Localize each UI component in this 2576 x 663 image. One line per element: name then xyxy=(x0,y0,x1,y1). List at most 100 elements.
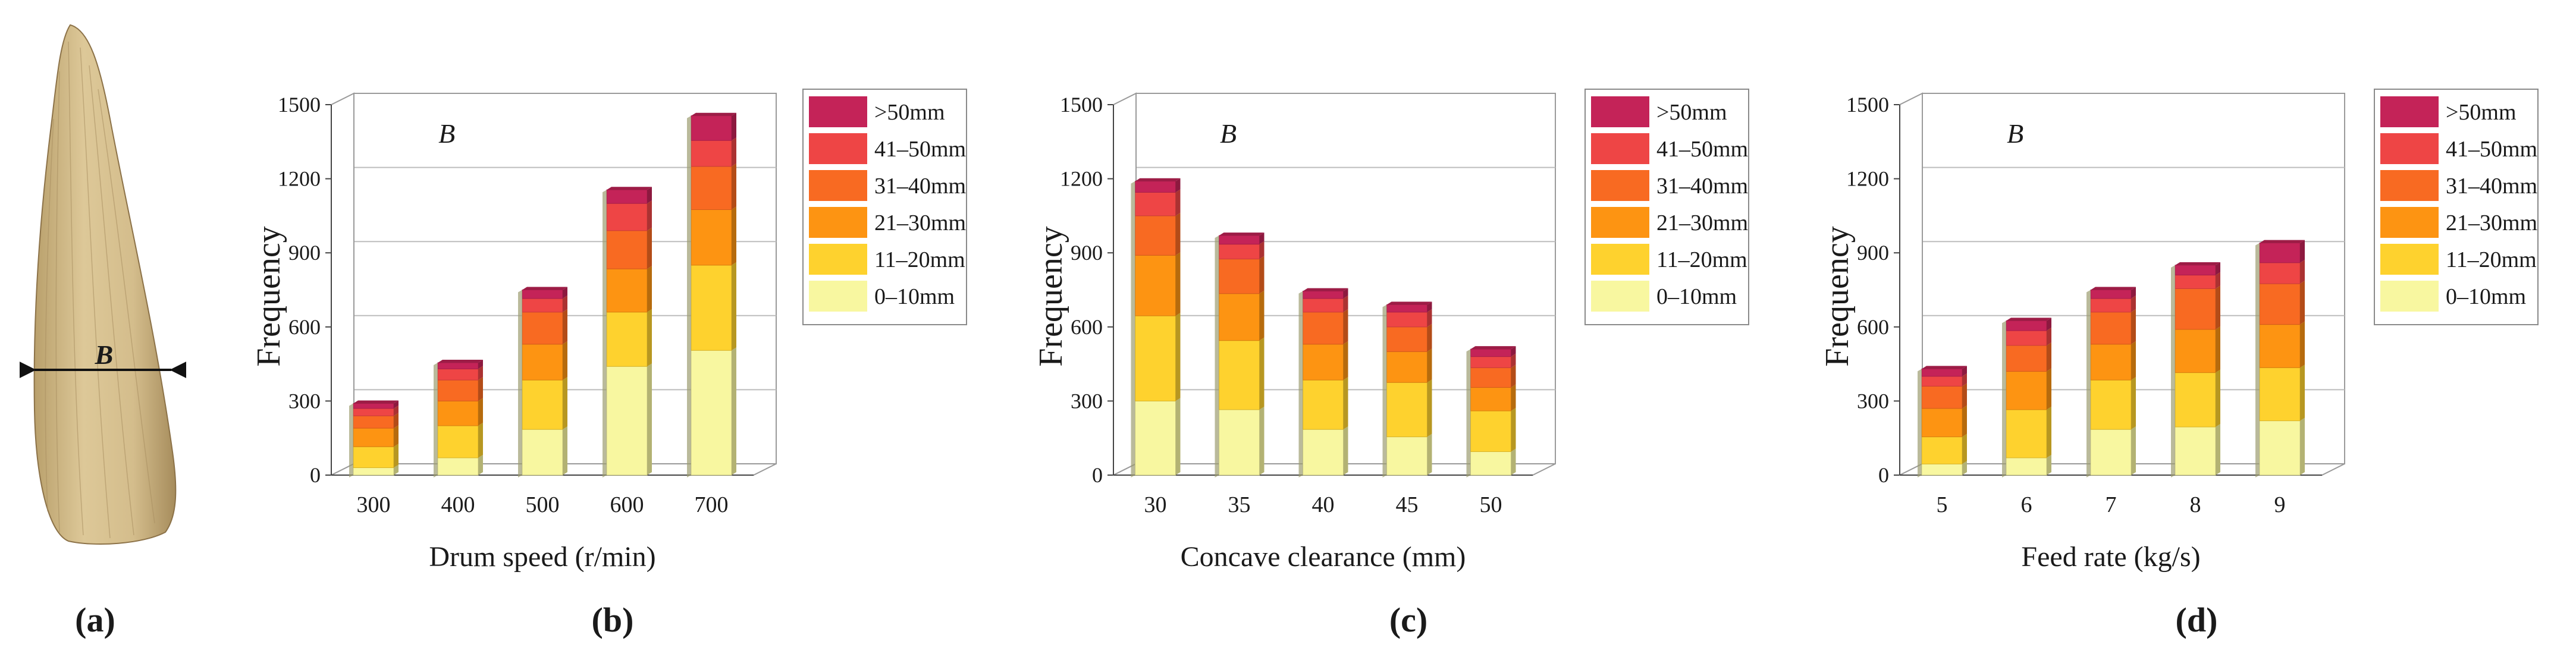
y-tick-label: 900 xyxy=(288,241,321,265)
legend-label: 11–20mm xyxy=(1656,247,1747,272)
bar-segment-side xyxy=(1343,377,1348,430)
bar-segment xyxy=(1219,340,1260,410)
bar-segment xyxy=(1219,409,1260,476)
bar-segment xyxy=(437,457,479,476)
bar-stack-400 xyxy=(434,360,483,477)
bar-segment-side xyxy=(2047,342,2051,372)
x-tick-label: 8 xyxy=(2190,492,2201,517)
bar-segment xyxy=(1135,191,1176,216)
x-tick-label: 6 xyxy=(2021,492,2032,517)
legend-swatch xyxy=(2380,244,2439,275)
bar-segment-side xyxy=(1259,241,1265,259)
x-tick-label: 45 xyxy=(1396,492,1419,517)
bar-edge-shade xyxy=(518,290,522,477)
x-tick-label: 40 xyxy=(1312,492,1335,517)
bar-segment xyxy=(1135,400,1176,476)
bar-segment-side xyxy=(1259,232,1265,244)
bar-segment xyxy=(1135,181,1176,193)
bar-top-cap xyxy=(1303,288,1348,291)
bar-segment xyxy=(437,400,479,426)
y-tick-label: 300 xyxy=(1857,389,1889,413)
x-axis-label: Drum speed (r/min) xyxy=(429,541,655,573)
bar-segment xyxy=(1921,385,1963,409)
bar-stack-35 xyxy=(1215,232,1265,477)
bar-segment xyxy=(2259,262,2301,284)
bar-segment xyxy=(2090,298,2132,313)
bar-segment-side xyxy=(1259,406,1265,475)
bar-segment xyxy=(2090,344,2132,381)
y-tick-label: 1200 xyxy=(1060,167,1103,191)
legend-swatch xyxy=(1591,281,1649,312)
legend-label: 21–30mm xyxy=(874,210,966,235)
bar-stack-5 xyxy=(1918,366,1967,477)
leaf-width-label: B xyxy=(95,340,114,370)
bar-segment xyxy=(353,408,394,416)
bar-segment-side xyxy=(563,341,567,381)
bar-segment-side xyxy=(1962,366,1967,376)
legend-swatch xyxy=(809,133,867,164)
bar-segment-side xyxy=(1427,301,1432,312)
bar-segment-side xyxy=(2300,365,2305,421)
legend-label: 21–30mm xyxy=(1656,210,1748,235)
bar-top-cap xyxy=(438,360,483,363)
bar-segment xyxy=(1303,298,1344,313)
chart-title: B xyxy=(438,118,455,149)
bar-segment xyxy=(1386,436,1427,476)
bar-segment-side xyxy=(1962,373,1967,387)
x-tick-label: 300 xyxy=(357,492,391,517)
bar-segment xyxy=(1921,436,1963,464)
x-tick-label: 9 xyxy=(2274,492,2286,517)
panel-label-a: (a) xyxy=(75,601,115,639)
bar-segment-side xyxy=(2131,309,2136,344)
legend-swatch xyxy=(2380,133,2439,164)
legend-label: 0–10mm xyxy=(1656,284,1737,309)
bar-segment xyxy=(691,350,732,476)
bar-segment xyxy=(1386,304,1427,313)
bar-segment xyxy=(2006,371,2047,410)
bar-segment-side xyxy=(647,363,652,475)
bar-segment xyxy=(522,379,563,430)
bar-segment-side xyxy=(394,413,399,429)
bar-segment-side xyxy=(2047,328,2051,345)
legend-label: 41–50mm xyxy=(1656,137,1748,162)
bar-segment xyxy=(353,428,394,447)
bar-segment xyxy=(2090,290,2132,299)
bar-stack-600 xyxy=(603,187,652,477)
bar-edge-shade xyxy=(2002,320,2006,477)
panel-label-c: (c) xyxy=(1389,601,1427,639)
y-tick-label: 1500 xyxy=(278,93,321,117)
legend-label: 0–10mm xyxy=(2446,284,2526,309)
bar-segment xyxy=(1219,235,1260,245)
bar-segment-side xyxy=(1511,408,1516,452)
legend: >50mm 41–50mm 31–40mm 21–30mm 11–20mm 0–10mm xyxy=(1584,89,1749,325)
bar-top-cap xyxy=(607,187,652,190)
bar-segment xyxy=(1470,367,1511,388)
bar-segment-side xyxy=(647,309,652,367)
legend-swatch xyxy=(809,244,867,275)
bar-segment xyxy=(522,429,563,476)
x-axis-label: Concave clearance (mm) xyxy=(1181,541,1466,573)
bar-segment-side xyxy=(732,206,736,265)
x-tick-label: 50 xyxy=(1480,492,1502,517)
bar-segment xyxy=(522,298,563,313)
bar-stack-8 xyxy=(2171,262,2220,477)
x-tick-label: 30 xyxy=(1144,492,1167,517)
panel-label-b: (b) xyxy=(592,601,634,639)
bar-segment-side xyxy=(1427,379,1432,437)
bar-top-cap xyxy=(353,400,399,404)
bar-segment xyxy=(522,344,563,381)
bar-edge-shade xyxy=(1918,369,1922,477)
bar-stack-300 xyxy=(349,400,399,477)
bar-segment xyxy=(2090,379,2132,430)
legend-label: 11–20mm xyxy=(2446,247,2537,272)
bar-segment xyxy=(1219,293,1260,341)
leaf-vein-lines xyxy=(45,41,155,539)
bar-top-cap xyxy=(1386,301,1432,305)
bar-segment xyxy=(1219,244,1260,260)
bar-edge-shade xyxy=(603,190,607,477)
bar-segment xyxy=(691,209,732,266)
bar-segment-side xyxy=(563,309,567,344)
bar-segment xyxy=(1303,344,1344,381)
bar-segment xyxy=(2175,329,2216,373)
legend-swatch xyxy=(1591,133,1649,164)
